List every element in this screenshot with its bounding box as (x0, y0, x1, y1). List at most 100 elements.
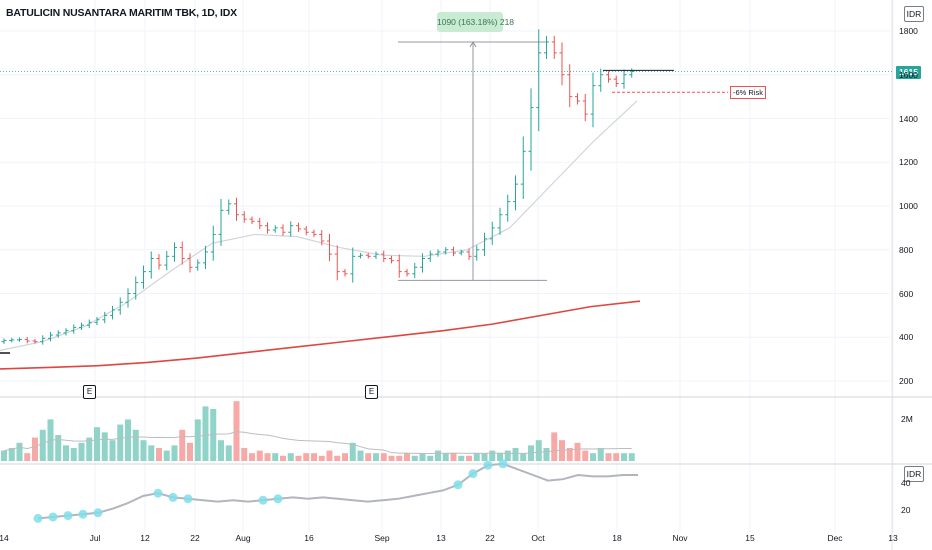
candle-75 (582, 94, 588, 122)
volume-bar-43 (334, 455, 341, 461)
candle-34 (265, 222, 270, 234)
volume-bar-36 (280, 455, 286, 461)
candle-0 (1, 338, 7, 344)
candle-11 (86, 319, 92, 329)
candle-69 (536, 29, 542, 132)
candle-46 (358, 253, 363, 259)
indicator-highlight-2 (63, 511, 73, 521)
volume-bar-64 (497, 453, 503, 461)
indicator-highlight-29 (468, 469, 478, 479)
candle-49 (381, 250, 387, 262)
candle-2 (17, 337, 22, 342)
candle-44 (342, 269, 348, 277)
volume-bar-29 (225, 445, 232, 461)
volume-bar-8 (63, 445, 69, 461)
volume-bar-33 (256, 450, 263, 461)
volume-bar-58 (450, 453, 457, 461)
volume-bar-76 (590, 453, 596, 461)
candle-28 (218, 199, 224, 246)
x-tick-4: Aug (235, 533, 251, 543)
candle-12 (94, 316, 100, 326)
indicator-highlight-10 (183, 494, 193, 504)
indicator-highlight-3 (78, 509, 88, 519)
candle-67 (520, 136, 526, 199)
volume-bar-23 (179, 429, 186, 461)
candle-68 (528, 88, 534, 171)
volume-bar-53 (411, 455, 418, 461)
indicator-highlight-16 (273, 494, 283, 504)
volume-bar-37 (287, 453, 294, 461)
candle-9 (71, 324, 77, 334)
candle-70 (544, 35, 549, 59)
y-tick-600: 600 (899, 288, 914, 299)
candle-15 (117, 297, 123, 315)
volume-series (1, 401, 635, 461)
volume-bar-41 (318, 455, 325, 461)
candle-13 (102, 311, 108, 324)
x-tick-1: Jul (89, 533, 101, 543)
volume-bar-46 (357, 450, 364, 461)
currency-label-indicator[interactable]: IDR (904, 466, 924, 482)
y-tick-1400: 1400 (899, 113, 918, 124)
candle-1 (9, 337, 15, 343)
volume-bar-65 (504, 450, 511, 461)
candle-76 (590, 72, 596, 128)
candle-79 (613, 75, 619, 87)
volume-bar-7 (55, 435, 62, 461)
earnings-marker-sep[interactable]: E (365, 385, 378, 399)
indicator-highlight-0 (33, 513, 43, 523)
volume-bar-26 (202, 406, 209, 461)
y-tick-400: 400 (899, 332, 914, 343)
volume-bar-30 (233, 401, 240, 461)
candle-24 (187, 253, 193, 273)
indicator-tick-20: 20 (901, 505, 911, 515)
candle-55 (427, 250, 433, 262)
candle-30 (234, 197, 239, 221)
candle-48 (373, 251, 379, 259)
y-tick-800: 800 (899, 244, 914, 255)
measure-label[interactable]: 1090 (163.18%) 218 (437, 12, 514, 32)
volume-bar-28 (218, 440, 224, 461)
candle-37 (288, 221, 294, 237)
candle-33 (257, 217, 263, 230)
candle-43 (334, 245, 340, 281)
volume-bar-71 (551, 432, 558, 461)
candle-36 (280, 224, 286, 236)
earnings-marker-jul[interactable]: E (83, 385, 96, 399)
indicator-highlight-15 (258, 495, 268, 505)
indicator-tick-40: 40 (901, 478, 911, 488)
candle-59 (458, 249, 464, 256)
candle-64 (497, 207, 503, 235)
volume-bar-56 (435, 450, 441, 461)
volume-bar-59 (458, 455, 465, 461)
indicator-highlight-4 (93, 508, 103, 518)
candle-6 (48, 332, 53, 342)
candle-25 (195, 259, 201, 271)
risk-label[interactable]: -6% Risk (730, 86, 767, 99)
candle-38 (296, 222, 301, 233)
volume-bar-45 (349, 442, 356, 461)
volume-bar-19 (148, 445, 155, 461)
y-tick-200: 200 (899, 376, 914, 386)
currency-label-main[interactable]: IDR (904, 6, 924, 22)
candle-45 (350, 247, 356, 283)
volume-bar-39 (303, 453, 310, 461)
candle-17 (133, 276, 139, 300)
candle-27 (210, 225, 216, 261)
volume-bar-13 (101, 432, 108, 461)
volume-bar-15 (117, 424, 124, 461)
indicator-highlight-30 (483, 460, 493, 470)
volume-bar-5 (39, 429, 46, 461)
candle-23 (179, 241, 185, 265)
volume-bar-1 (8, 448, 15, 461)
x-tick-8: 22 (485, 533, 495, 543)
volume-bar-12 (94, 427, 100, 461)
volume-bar-20 (156, 448, 162, 461)
volume-bar-38 (295, 455, 302, 461)
volume-bar-27 (210, 409, 217, 461)
candle-19 (148, 251, 154, 279)
volume-bar-17 (132, 429, 139, 461)
x-tick-5: 16 (304, 533, 314, 543)
candle-26 (203, 245, 208, 269)
